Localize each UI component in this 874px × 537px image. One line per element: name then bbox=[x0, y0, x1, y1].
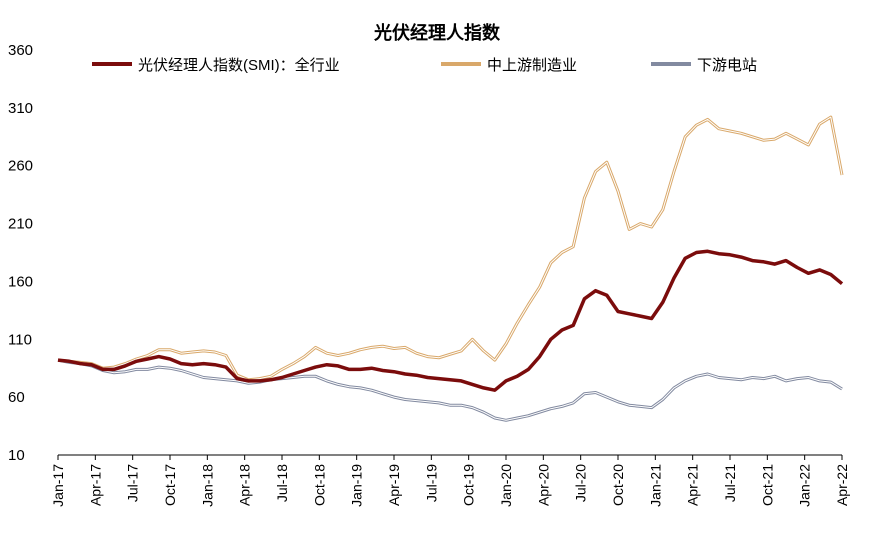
x-tick-label: Jul-18 bbox=[274, 464, 290, 502]
x-tick-label: Jan-20 bbox=[498, 464, 514, 507]
y-tick-label: 310 bbox=[8, 100, 33, 117]
x-tick-label: Oct-20 bbox=[610, 464, 626, 506]
x-tick-label: Jul-21 bbox=[722, 464, 738, 502]
series-line-smi bbox=[57, 249, 844, 392]
x-tick-label: Jul-20 bbox=[573, 464, 589, 502]
x-tick-label: Apr-20 bbox=[535, 464, 551, 506]
x-tick-label: Apr-18 bbox=[237, 464, 253, 506]
x-tick-label: Apr-19 bbox=[386, 464, 402, 506]
series-line-upstream bbox=[57, 116, 843, 381]
y-tick-label: 10 bbox=[8, 447, 25, 464]
series-line-downstream bbox=[57, 359, 843, 421]
x-tick-label: Jan-19 bbox=[349, 464, 365, 507]
x-tick-label: Apr-21 bbox=[685, 464, 701, 506]
x-tick-label: Jan-21 bbox=[647, 464, 663, 507]
x-tick-label: Oct-18 bbox=[311, 464, 327, 506]
y-tick-label: 260 bbox=[8, 158, 33, 175]
y-tick-label: 160 bbox=[8, 273, 33, 290]
x-tick-label: Oct-17 bbox=[162, 464, 178, 506]
x-tick-label: Jan-18 bbox=[199, 464, 215, 507]
x-axis: Jan-17 Apr-17 Jul-17 Oct-17 Jan-18 Apr-18 Jul-… bbox=[50, 454, 850, 507]
y-tick-label: 210 bbox=[8, 216, 33, 233]
x-tick-label: Oct-21 bbox=[759, 464, 775, 506]
legend-label-downstream: 下游电站 bbox=[697, 57, 757, 74]
x-tick-label: Oct-19 bbox=[461, 464, 477, 506]
x-tick-label: Jul-17 bbox=[125, 464, 141, 502]
legend-label-smi: 光伏经理人指数(SMI)：全行业 bbox=[138, 56, 340, 74]
chart-title: 光伏经理人指数 bbox=[373, 22, 501, 43]
legend-label-upstream: 中上游制造业 bbox=[487, 57, 577, 74]
y-tick-label: 110 bbox=[8, 331, 32, 348]
y-tick-label: 60 bbox=[8, 389, 25, 406]
series-layer bbox=[57, 115, 844, 422]
x-tick-label: Apr-17 bbox=[87, 464, 103, 506]
legend: 光伏经理人指数(SMI)：全行业 中上游制造业 下游电站 bbox=[92, 56, 757, 74]
x-tick-label: Apr-22 bbox=[834, 464, 850, 506]
x-tick-label: Jan-22 bbox=[797, 464, 813, 507]
y-tick-label: 360 bbox=[8, 42, 33, 59]
series-line-upstream-outline bbox=[57, 115, 844, 382]
x-tick-label: Jul-19 bbox=[423, 464, 439, 502]
x-tick-label: Jan-17 bbox=[50, 464, 66, 507]
y-axis: 10 60 110 160 210 260 310 360 bbox=[8, 42, 33, 464]
